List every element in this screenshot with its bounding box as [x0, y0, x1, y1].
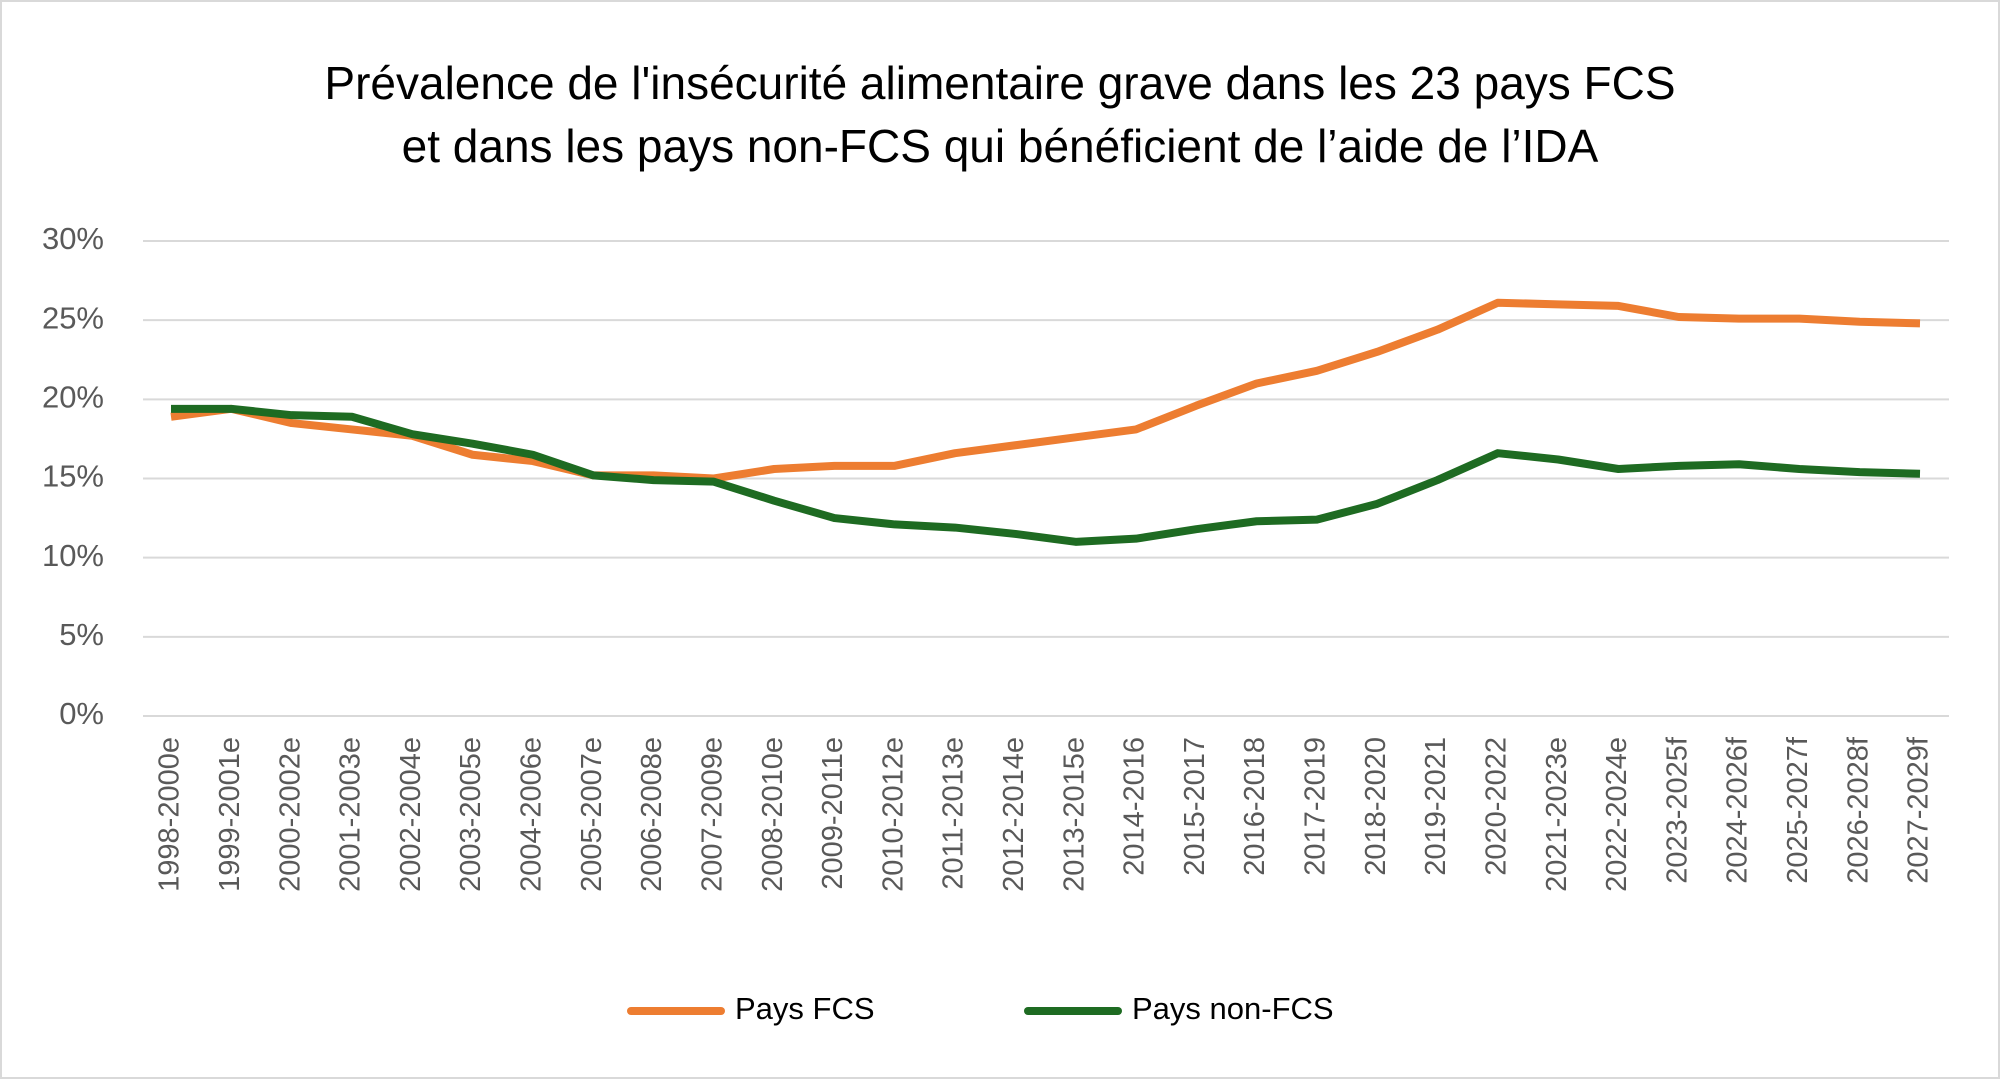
chart-title: et dans les pays non-FCS qui bénéficient…	[402, 120, 1599, 172]
series-line	[170, 298, 1921, 483]
x-tick-label: 2006-2008e	[636, 737, 668, 892]
x-tick-label: 2009-2011e	[817, 737, 849, 890]
y-tick-label: 25%	[42, 300, 104, 335]
x-tick-label: 2007-2009e	[696, 737, 728, 892]
x-tick-label: 2017-2019	[1300, 737, 1332, 876]
x-tick-label: 2016-2018	[1239, 737, 1271, 876]
x-tick-label: 2008-2010e	[757, 737, 789, 892]
x-tick-label: 2021-2023e	[1541, 737, 1573, 892]
legend-label: Pays non-FCS	[1132, 991, 1334, 1026]
x-tick-label: 2015-2017	[1179, 737, 1211, 876]
x-tick-label: 2003-2005e	[455, 737, 487, 892]
x-tick-label: 2026-2028f	[1842, 736, 1874, 884]
x-tick-label: 2000-2002e	[274, 737, 306, 892]
legend-label: Pays FCS	[735, 991, 875, 1026]
y-tick-label: 10%	[42, 538, 104, 573]
x-tick-label: 2027-2029f	[1903, 736, 1935, 884]
x-tick-label: 2022-2024e	[1601, 737, 1633, 892]
x-tick-label: 2024-2026f	[1722, 736, 1754, 884]
x-tick-label: 2002-2004e	[395, 737, 427, 892]
x-tick-label: 1998-2000e	[154, 737, 186, 892]
chart-title: Prévalence de l'insécurité alimentaire g…	[324, 57, 1675, 109]
x-tick-label: 2005-2007e	[576, 737, 608, 892]
x-tick-label: 2025-2027f	[1782, 736, 1814, 884]
y-tick-label: 15%	[42, 459, 104, 494]
x-tick-label: 2018-2020	[1360, 737, 1392, 876]
x-tick-label: 2019-2021	[1420, 737, 1452, 876]
y-tick-label: 20%	[42, 380, 104, 415]
x-tick-label: 2004-2006e	[516, 737, 548, 892]
y-tick-label: 0%	[59, 696, 104, 731]
x-tick-label: 2023-2025f	[1661, 736, 1693, 884]
x-tick-label: 2012-2014e	[998, 737, 1030, 892]
x-tick-label: 2001-2003e	[335, 737, 367, 892]
y-tick-label: 5%	[59, 617, 104, 652]
x-tick-label: 2014-2016	[1119, 737, 1151, 876]
x-tick-label: 2011-2013e	[938, 737, 970, 890]
x-tick-label: 2013-2015e	[1058, 737, 1090, 892]
y-tick-label: 30%	[42, 221, 104, 256]
x-tick-label: 2020-2022	[1480, 737, 1512, 876]
x-tick-label: 2010-2012e	[877, 737, 909, 892]
x-tick-label: 1999-2001e	[214, 737, 246, 892]
series-line	[171, 404, 1921, 546]
